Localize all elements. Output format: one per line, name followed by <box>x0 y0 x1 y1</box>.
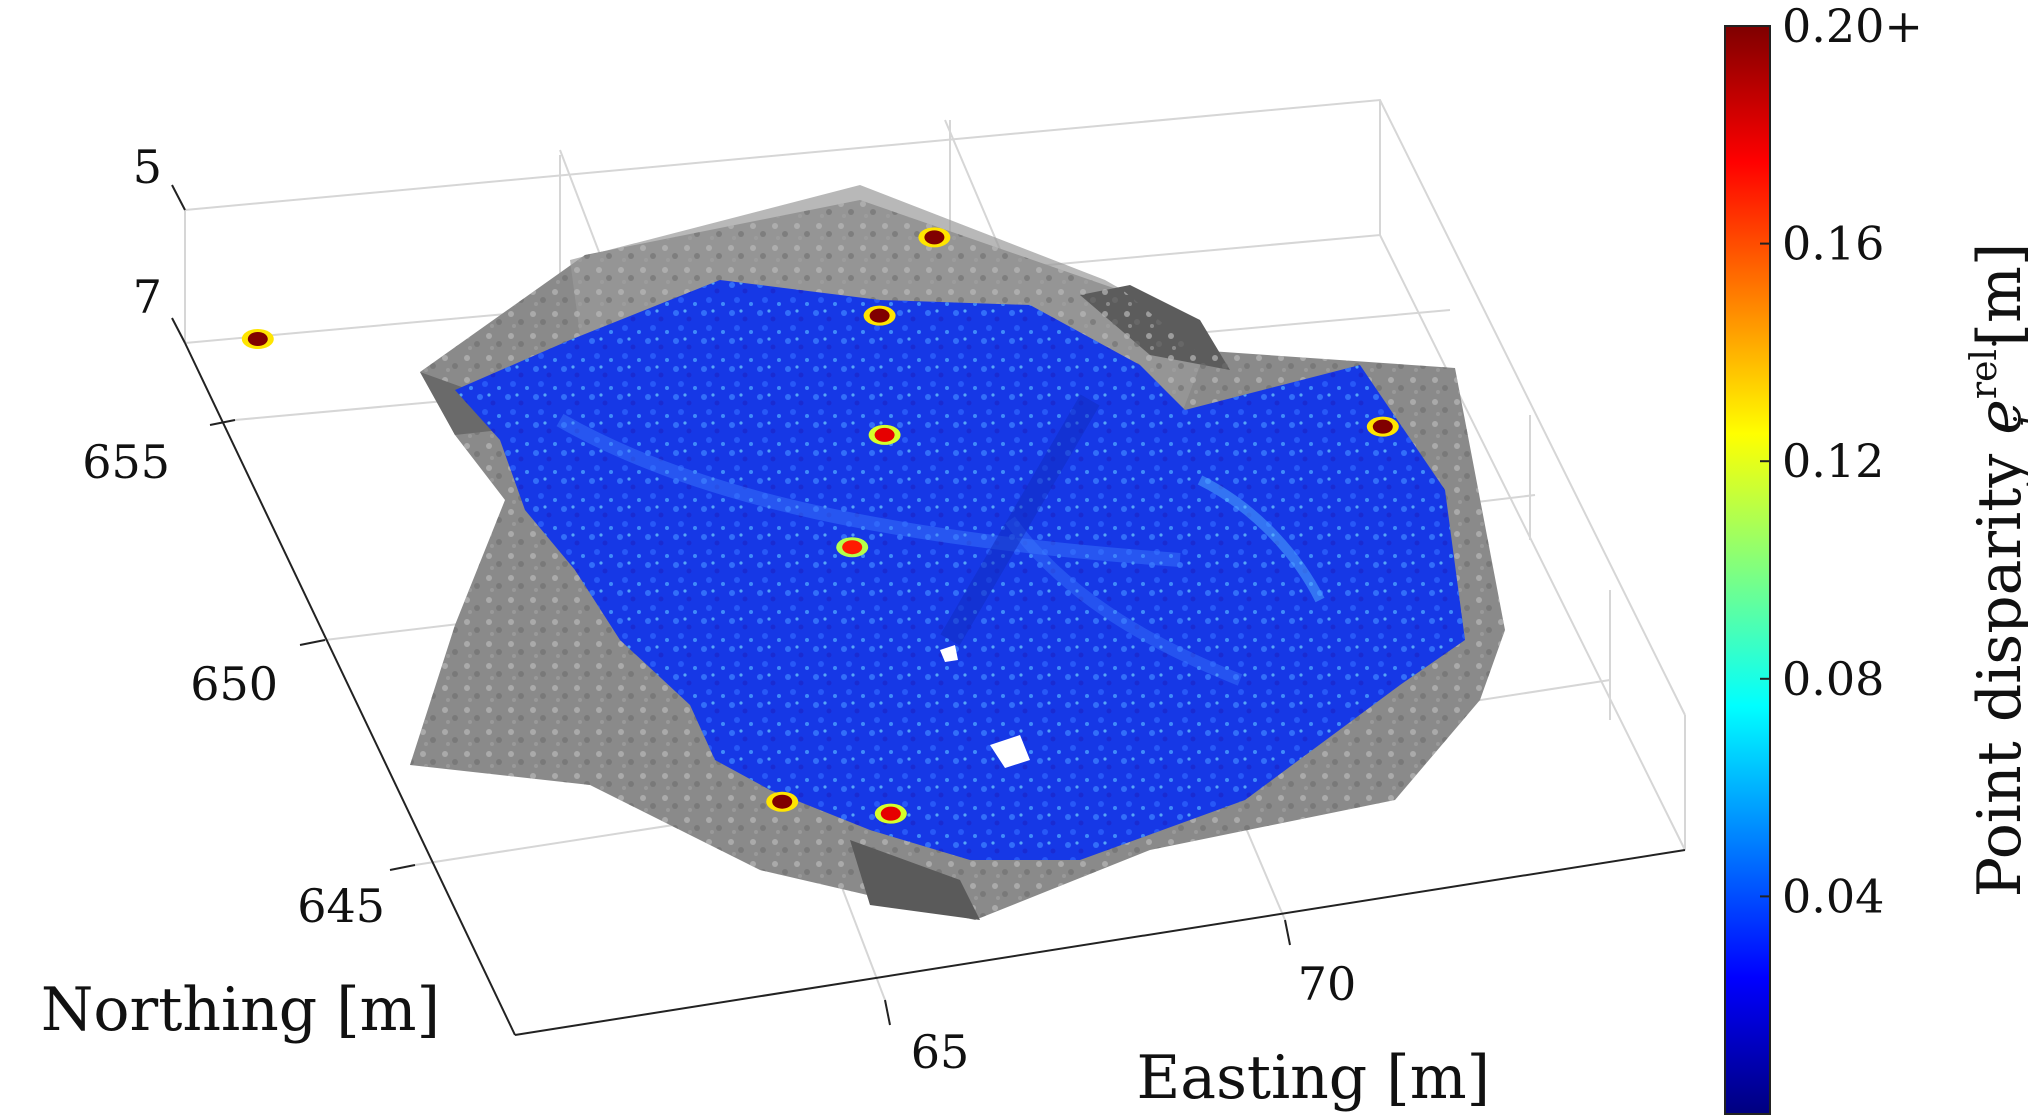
y-tick-650: 650 <box>190 657 278 711</box>
disparity-spot <box>842 540 863 555</box>
disparity-spot <box>1372 419 1393 434</box>
colorbar-tick-label: 0.04 <box>1782 869 1884 923</box>
colorbar-tick-label: 0.08 <box>1782 652 1884 706</box>
disparity-spot <box>247 332 268 346</box>
z-tick-7: 7 <box>133 270 162 324</box>
registered-point-cloud <box>455 280 1465 860</box>
disparity-spot <box>772 794 793 809</box>
z-axis: 5 7 <box>133 140 186 344</box>
y-axis: 655 650 645 Northing [m] <box>41 342 516 1045</box>
colorbar-tick-label: 0.12 <box>1782 434 1884 488</box>
colorbar-tick-label: 0.16 <box>1782 217 1884 271</box>
x-axis-label: Easting [m] <box>1137 1043 1491 1113</box>
colorbar-gradient <box>1724 25 1771 1115</box>
disparity-spot <box>869 308 890 323</box>
colorbar: 0.04 0.08 0.12 0.16 0.20+ Point disparity er… <box>1724 0 2028 1115</box>
disparity-spot <box>880 806 901 821</box>
disparity-spot <box>924 230 945 245</box>
y-tick-645: 645 <box>297 879 385 933</box>
y-axis-label: Northing [m] <box>41 975 440 1045</box>
y-tick-655: 655 <box>82 435 170 489</box>
disparity-spot <box>874 427 895 442</box>
z-tick-5: 5 <box>133 140 162 194</box>
colorbar-label: Point disparity erel.j[m] <box>1964 243 2028 898</box>
high-disparity-spots <box>241 227 1399 824</box>
x-tick-70: 70 <box>1298 957 1357 1011</box>
x-axis: 65 70 Easting [m] <box>514 849 1686 1113</box>
colorbar-tick-label: 0.20+ <box>1782 0 1923 53</box>
x-tick-65: 65 <box>911 1025 970 1079</box>
colorbar-ticks: 0.04 0.08 0.12 0.16 0.20+ <box>1760 0 1923 923</box>
